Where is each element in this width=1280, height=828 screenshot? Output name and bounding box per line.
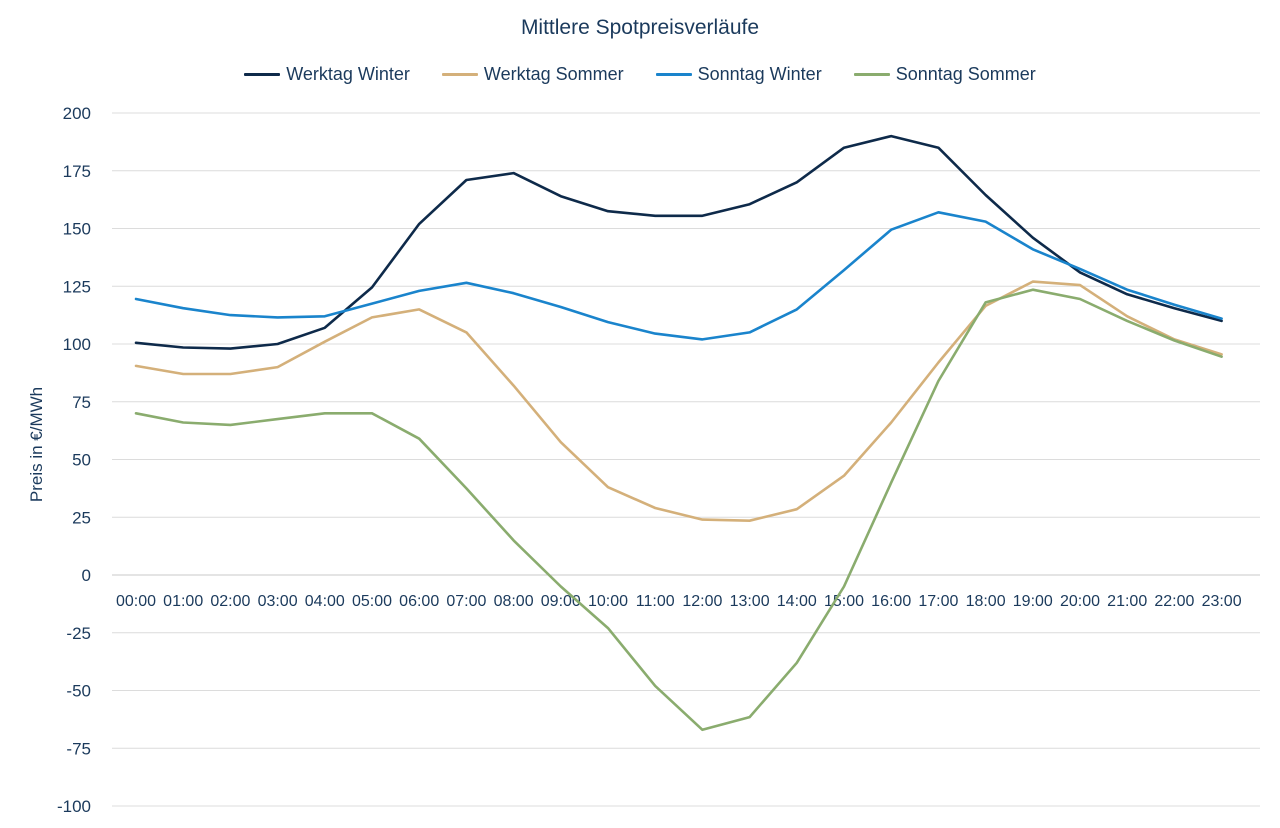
x-tick-label: 17:00 bbox=[918, 593, 958, 610]
x-tick-label: 19:00 bbox=[1013, 593, 1053, 610]
y-tick-label: 25 bbox=[72, 508, 91, 527]
x-tick-label: 22:00 bbox=[1154, 593, 1194, 610]
legend-swatch bbox=[441, 72, 478, 76]
y-tick-label: 200 bbox=[63, 104, 91, 123]
x-tick-label: 14:00 bbox=[777, 593, 817, 610]
x-axis-ticks: 00:00 01:00 02:00 03:00 04:00 05:00 06:00 07:00… bbox=[116, 593, 1242, 610]
x-tick-label: 11:00 bbox=[636, 593, 675, 610]
series-line-sonntag-winter bbox=[134, 211, 1223, 341]
x-tick-label: 23:00 bbox=[1202, 593, 1242, 610]
x-tick-label: 08:00 bbox=[494, 593, 534, 610]
series-line-werktag-winter bbox=[134, 134, 1223, 350]
y-tick-label: 100 bbox=[63, 335, 91, 354]
legend-label: Werktag Sommer bbox=[483, 63, 624, 84]
x-tick-label: 13:00 bbox=[730, 593, 770, 610]
legend-item-werktag-sommer: Werktag Sommer bbox=[441, 62, 624, 86]
legend-item-sonntag-sommer: Sonntag Sommer bbox=[853, 62, 1036, 86]
y-tick-label: 75 bbox=[72, 393, 91, 412]
x-tick-label: 03:00 bbox=[258, 593, 298, 610]
legend-label: Werktag Winter bbox=[286, 63, 410, 84]
y-tick-label: -25 bbox=[66, 624, 91, 643]
y-tick-label: 0 bbox=[82, 566, 91, 585]
legend-swatch bbox=[244, 72, 281, 76]
legend-label: Sonntag Sommer bbox=[895, 63, 1036, 84]
x-tick-label: 15:00 bbox=[824, 593, 864, 610]
y-tick-label: 125 bbox=[63, 277, 91, 296]
y-axis-label: Preis in €/MWh bbox=[27, 387, 46, 502]
y-axis-ticks: 200 175 150 125 100 75 50 25 0 -25 -50 -75 -100 bbox=[57, 104, 91, 816]
series-line-sonntag-sommer bbox=[134, 288, 1223, 732]
legend-item-werktag-winter: Werktag Winter bbox=[244, 62, 410, 86]
y-tick-label: 175 bbox=[63, 162, 91, 181]
legend-swatch bbox=[853, 72, 890, 76]
x-tick-label: 07:00 bbox=[446, 593, 486, 610]
legend-swatch bbox=[655, 72, 692, 76]
series-lines bbox=[134, 134, 1223, 732]
x-tick-label: 20:00 bbox=[1060, 593, 1100, 610]
legend-label: Sonntag Winter bbox=[697, 63, 822, 84]
series-line-werktag-sommer bbox=[134, 280, 1223, 523]
x-tick-label: 05:00 bbox=[352, 593, 392, 610]
x-tick-label: 12:00 bbox=[682, 593, 722, 610]
x-tick-label: 00:00 bbox=[116, 593, 156, 610]
x-tick-label: 16:00 bbox=[871, 593, 911, 610]
x-tick-label: 02:00 bbox=[210, 593, 250, 610]
x-tick-label: 21:00 bbox=[1107, 593, 1147, 610]
y-tick-label: -75 bbox=[66, 739, 91, 758]
y-tick-label: -50 bbox=[66, 682, 91, 701]
legend-item-sonntag-winter: Sonntag Winter bbox=[655, 62, 822, 86]
x-tick-label: 10:00 bbox=[588, 593, 628, 610]
gridlines bbox=[112, 112, 1260, 807]
y-tick-label: -100 bbox=[57, 797, 91, 816]
x-tick-label: 18:00 bbox=[966, 593, 1006, 610]
y-tick-label: 50 bbox=[72, 451, 91, 470]
x-tick-label: 01:00 bbox=[163, 593, 203, 610]
x-tick-label: 06:00 bbox=[399, 593, 439, 610]
x-tick-label: 09:00 bbox=[541, 593, 581, 610]
chart-legend: Werktag Winter Werktag Sommer Sonntag Wi… bbox=[0, 62, 1280, 86]
y-tick-label: 150 bbox=[63, 220, 91, 239]
x-tick-label: 04:00 bbox=[305, 593, 345, 610]
chart-title: Mittlere Spotpreisverläufe bbox=[520, 16, 760, 39]
